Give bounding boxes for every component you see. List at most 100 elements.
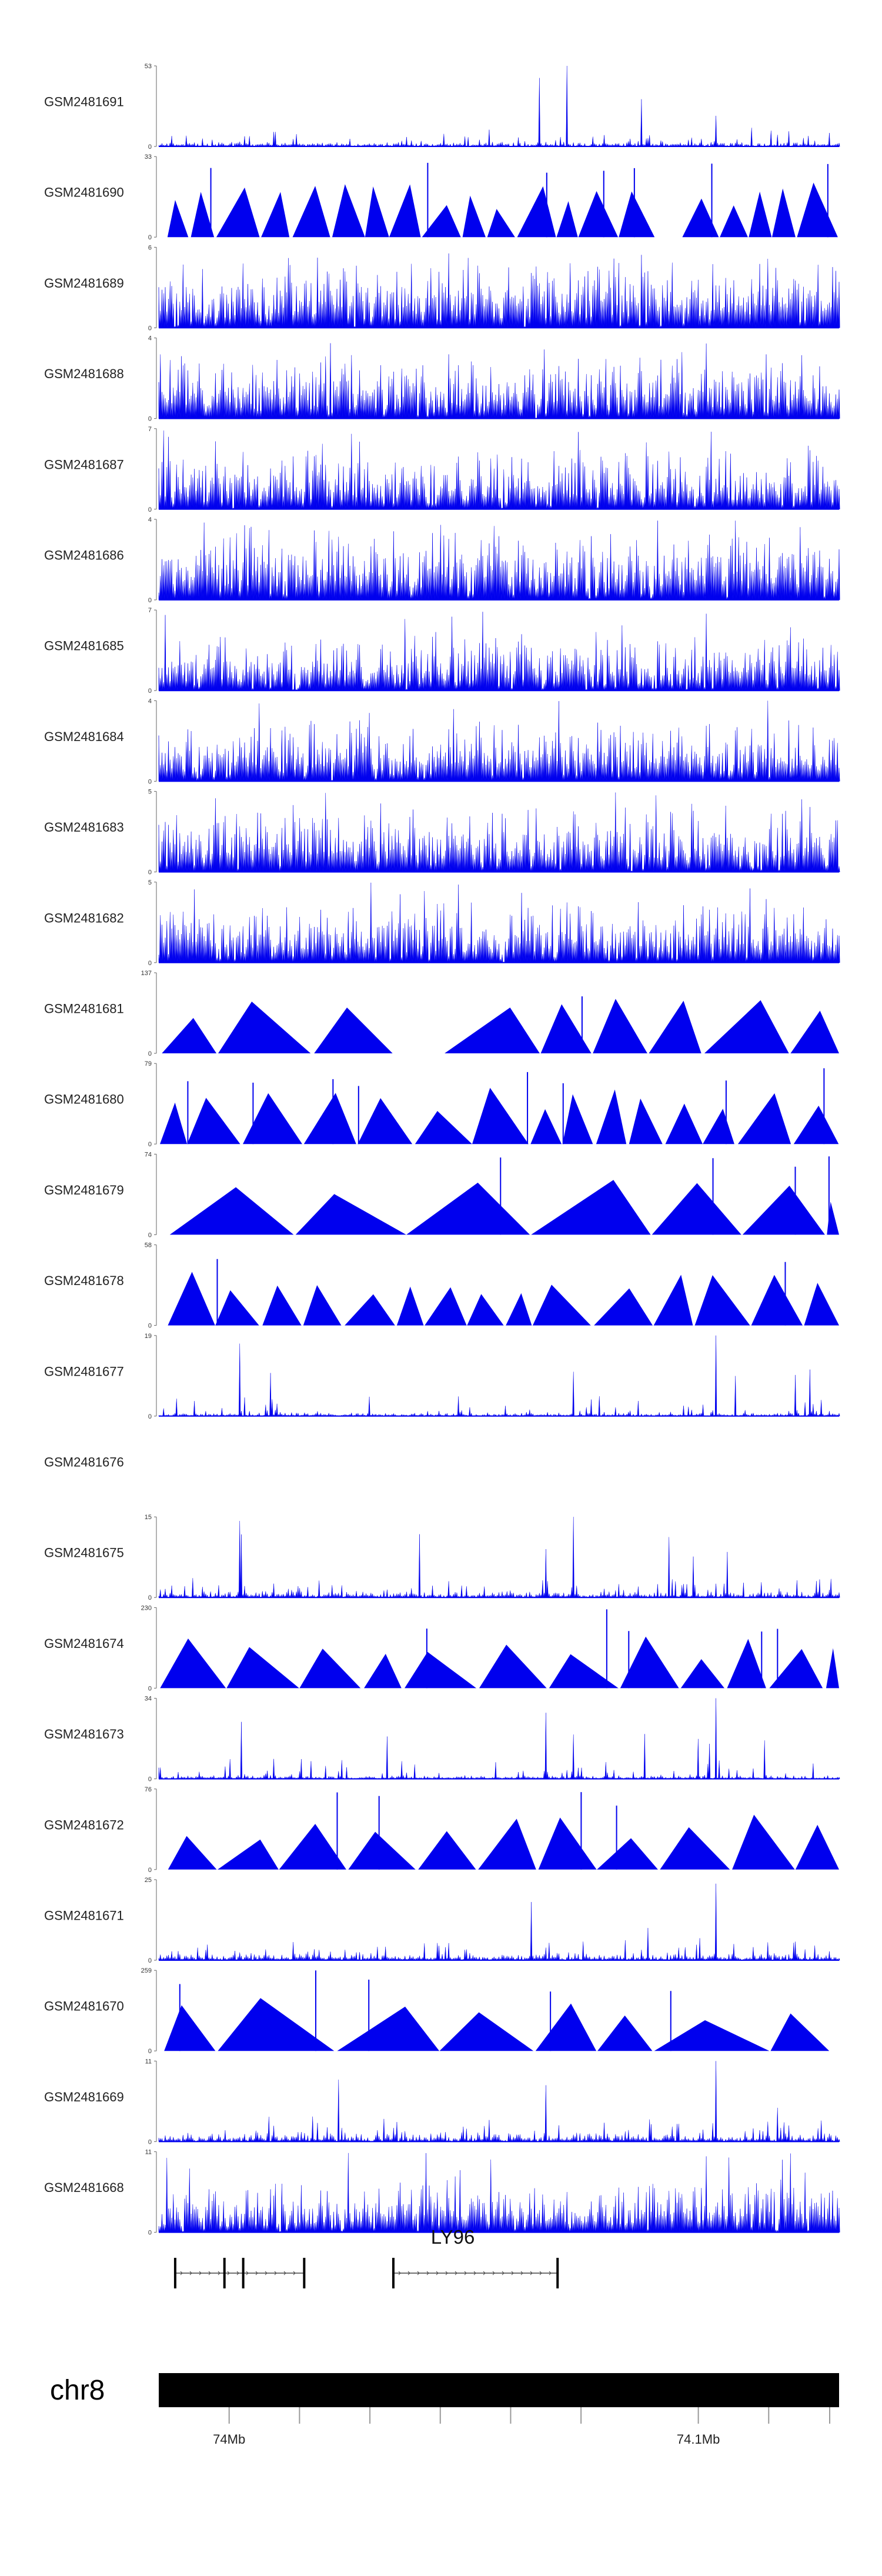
coverage-triangle <box>364 1654 402 1689</box>
strand-arrow <box>530 2271 533 2275</box>
y-zero-label: 0 <box>148 1413 152 1420</box>
coverage-triangle <box>162 1017 217 1053</box>
coverage-triangle <box>597 2015 653 2051</box>
y-max-label: 11 <box>145 2058 152 2065</box>
y-max-label: 137 <box>141 970 152 977</box>
coverage-triangle <box>314 1007 393 1053</box>
coverage-triangle <box>299 1649 361 1689</box>
coverage-triangle <box>487 209 515 238</box>
coverage-triangle <box>295 1194 406 1235</box>
track-label: GSM2481684 <box>44 729 124 744</box>
coverage-triangle <box>649 1000 701 1053</box>
coverage-triangle <box>345 1294 395 1326</box>
y-max-label: 79 <box>145 1060 152 1067</box>
coverage-triangle <box>578 191 619 238</box>
coverage-area <box>158 882 840 963</box>
track-label: GSM2481691 <box>44 95 124 109</box>
y-max-label: 7 <box>148 426 152 433</box>
y-max-label: 25 <box>145 1877 152 1884</box>
coverage-triangle <box>660 1827 730 1870</box>
coverage-area <box>158 1698 840 1780</box>
coverage-triangle <box>727 1639 766 1689</box>
position-label: 74Mb <box>213 2432 245 2447</box>
coverage-triangle <box>292 186 330 238</box>
coverage-triangle <box>556 201 578 238</box>
coverage-triangle <box>535 2003 597 2051</box>
coverage-area <box>158 343 840 419</box>
track-label: GSM2481680 <box>44 1092 124 1107</box>
track-label: GSM2481678 <box>44 1273 124 1288</box>
coverage-triangle <box>562 1094 593 1144</box>
gene-transcript <box>173 2258 306 2288</box>
coverage-triangle <box>790 1010 839 1053</box>
coverage-triangle <box>303 1285 342 1326</box>
track-label: GSM2481688 <box>44 366 124 381</box>
coverage-triangle <box>445 1007 540 1053</box>
coverage-triangle <box>682 198 719 238</box>
strand-arrow <box>511 2271 514 2275</box>
coverage-triangle <box>629 1098 663 1144</box>
strand-arrow <box>426 2271 429 2275</box>
coverage-triangle <box>218 1002 311 1053</box>
coverage-triangle <box>652 1183 741 1235</box>
track-GSM2481673: GSM2481673 34 0 <box>44 1696 840 1783</box>
track-label: GSM2481682 <box>44 910 124 925</box>
y-zero-label: 0 <box>148 597 152 604</box>
coverage-triangle <box>597 1838 658 1870</box>
coverage-triangle <box>749 191 772 238</box>
coverage-triangle <box>217 1839 279 1870</box>
coverage-triangle <box>793 1105 839 1144</box>
coverage-triangle <box>596 1089 627 1144</box>
coverage-area <box>158 612 840 692</box>
coverage-triangle <box>439 2012 534 2051</box>
coverage-triangle <box>517 186 556 238</box>
coverage-triangle <box>348 1831 416 1870</box>
strand-arrow <box>455 2271 457 2275</box>
coverage-triangle <box>337 2006 440 2051</box>
strand-arrow <box>293 2271 296 2275</box>
coverage-area <box>158 792 840 873</box>
coverage-triangle <box>422 205 461 238</box>
strand-arrow <box>464 2271 467 2275</box>
y-zero-label: 0 <box>148 325 152 332</box>
strand-arrow <box>398 2271 401 2275</box>
strand-arrow <box>520 2271 523 2275</box>
coverage-area <box>158 253 840 329</box>
strand-arrow <box>436 2271 439 2275</box>
y-zero-label: 0 <box>148 1594 152 1601</box>
strand-arrow <box>227 2271 230 2275</box>
coverage-triangle <box>532 1284 591 1326</box>
coverage-triangle <box>538 1817 597 1870</box>
coverage-area <box>158 1517 840 1599</box>
track-GSM2481686: GSM2481686 4 0 <box>44 516 840 604</box>
track-label: GSM2481670 <box>44 1999 124 2014</box>
strand-arrow <box>539 2271 542 2275</box>
y-max-label: 34 <box>145 1696 152 1703</box>
strand-arrow <box>180 2271 183 2275</box>
coverage-triangle <box>704 1000 789 1053</box>
y-max-label: 6 <box>148 244 152 251</box>
coverage-area <box>158 65 840 147</box>
coverage-triangle <box>594 1288 653 1326</box>
y-max-label: 15 <box>145 1514 152 1521</box>
track-label: GSM2481685 <box>44 639 124 653</box>
coverage-triangle <box>694 1275 750 1326</box>
coverage-triangle <box>804 1283 839 1326</box>
coverage-triangle <box>406 1182 530 1235</box>
strand-arrow <box>265 2271 268 2275</box>
y-zero-label: 0 <box>148 2048 152 2055</box>
coverage-triangle <box>261 192 290 238</box>
track-label: GSM2481687 <box>44 457 124 472</box>
strand-arrow <box>407 2271 410 2275</box>
coverage-area <box>158 1883 840 1961</box>
track-GSM2481676: GSM2481676 <box>44 1455 124 1470</box>
coverage-triangle <box>215 1290 259 1326</box>
coverage-triangle <box>653 1274 693 1326</box>
coverage-triangle <box>218 1998 335 2051</box>
coverage-triangle <box>462 195 486 238</box>
coverage-triangle <box>506 1293 532 1326</box>
y-zero-label: 0 <box>148 416 152 423</box>
y-zero-label: 0 <box>148 1050 152 1057</box>
strand-arrow <box>236 2271 239 2275</box>
coverage-triangle <box>332 184 365 238</box>
